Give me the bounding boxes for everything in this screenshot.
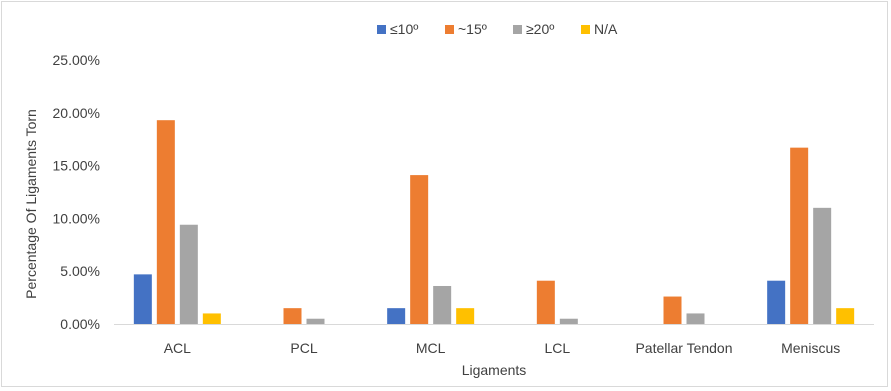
bars (133, 120, 855, 324)
bar-meniscus-series-2 (813, 207, 832, 324)
x-tick-label: ACL (164, 340, 191, 356)
legend-label: ≤10º (390, 21, 418, 37)
x-axis: ACL PCL MCL LCL Patellar Tendon Meniscus (114, 324, 874, 356)
bar-meniscus-series-1 (790, 147, 809, 324)
y-axis: 0.00% 5.00% 10.00% 15.00% 20.00% 25.00% (53, 52, 100, 332)
bar-pcl-series-1 (283, 308, 302, 324)
bar-patellar-tendon-series-2 (686, 313, 705, 324)
legend-swatch (581, 25, 590, 34)
bar-pcl-series-2 (306, 318, 325, 324)
legend-swatch (445, 25, 454, 34)
legend: ≤10º ~15º ≥20º N/A (377, 21, 618, 37)
x-tick-label: PCL (290, 340, 317, 356)
x-tick-label: LCL (544, 340, 570, 356)
bar-mcl-series-0 (387, 308, 406, 324)
x-axis-title: Ligaments (462, 362, 527, 378)
y-tick-label: 5.00% (60, 263, 100, 279)
bar-lcl-series-2 (559, 318, 578, 324)
bar-meniscus-series-0 (767, 280, 786, 324)
bar-mcl-series-3 (456, 308, 475, 324)
legend-swatch (513, 25, 522, 34)
y-tick-label: 0.00% (60, 316, 100, 332)
bar-acl-series-2 (179, 224, 198, 324)
y-tick-label: 20.00% (53, 105, 100, 121)
y-tick-label: 25.00% (53, 52, 100, 68)
legend-label: N/A (594, 21, 618, 37)
x-tick-label: Meniscus (781, 340, 840, 356)
x-tick-label: MCL (416, 340, 446, 356)
y-axis-title: Percentage Of Ligaments Torn (23, 109, 39, 299)
legend-label: ≥20º (526, 21, 554, 37)
bar-lcl-series-1 (536, 280, 555, 324)
bar-mcl-series-2 (433, 285, 452, 324)
legend-label: ~15º (458, 21, 487, 37)
x-tick-label: Patellar Tendon (635, 340, 732, 356)
bar-acl-series-3 (202, 313, 221, 324)
bar-acl-series-0 (133, 274, 152, 324)
bar-chart: ≤10º ~15º ≥20º N/A 0.00% 5.00% 10.00% 15.00% 20… (23, 21, 874, 378)
bar-patellar-tendon-series-1 (663, 296, 682, 324)
y-tick-label: 15.00% (53, 158, 100, 174)
bar-acl-series-1 (156, 120, 175, 324)
bar-meniscus-series-3 (836, 308, 855, 324)
y-tick-label: 10.00% (53, 210, 100, 226)
legend-swatch (377, 25, 386, 34)
bar-mcl-series-1 (410, 175, 429, 324)
